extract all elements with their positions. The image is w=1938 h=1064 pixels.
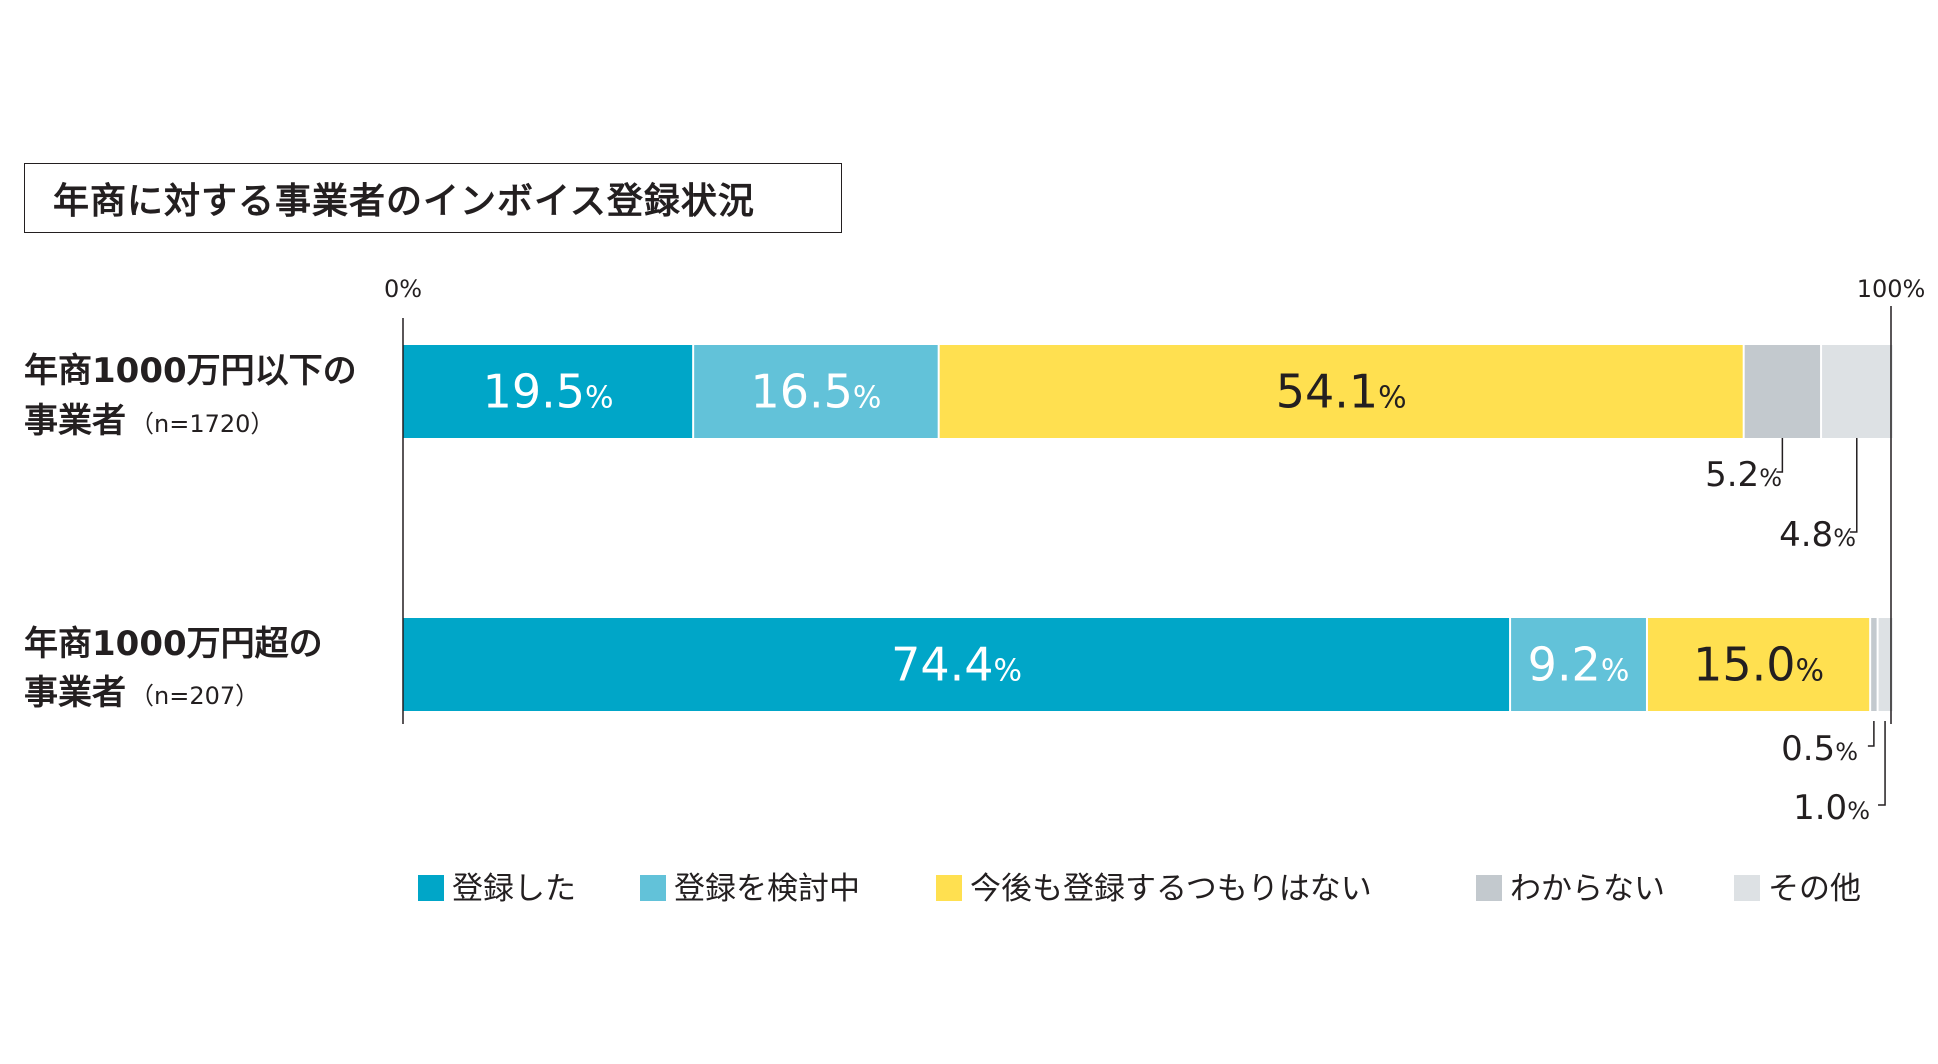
data-label-0-4: 4.8% xyxy=(1779,515,1856,555)
leader-line-1-4 xyxy=(1878,721,1886,806)
data-label-1-3: 0.5% xyxy=(1781,729,1858,769)
bar-segment-0-1 xyxy=(693,345,939,438)
category-label-1-line1: 年商1000万円超の xyxy=(24,624,323,664)
legend-swatch-3 xyxy=(1476,875,1502,901)
bar-segment-0-4 xyxy=(1821,345,1893,438)
legend-swatch-4 xyxy=(1734,875,1760,901)
legend-swatch-1 xyxy=(640,875,666,901)
bar-segment-0-3 xyxy=(1743,345,1822,438)
data-label-0-0: 19.5% xyxy=(483,365,614,419)
leader-line-0-4 xyxy=(1849,438,1858,533)
legend-label-4: その他 xyxy=(1768,871,1861,907)
bar-segment-1-1 xyxy=(1510,618,1647,711)
data-label-1-1: 9.2% xyxy=(1528,638,1630,692)
data-label-0-1: 16.5% xyxy=(750,365,881,419)
legend-label-0: 登録した xyxy=(452,871,576,907)
data-label-1-0: 74.4% xyxy=(891,638,1022,692)
category-label-1-line2: 事業者 （n=207） xyxy=(24,673,259,713)
legend-label-2: 今後も登録するつもりはない xyxy=(970,871,1372,907)
data-label-1-4: 1.0% xyxy=(1793,788,1870,828)
bar-segment-1-4 xyxy=(1877,618,1893,711)
category-label-0-line1: 年商1000万円以下の xyxy=(24,351,357,391)
bar-segment-1-2 xyxy=(1646,618,1871,711)
bar-segment-0-2 xyxy=(938,345,1744,438)
chart-title: 年商に対する事業者のインボイス登録状況 xyxy=(24,163,842,233)
axis-label-min: 0% xyxy=(384,275,422,303)
axis-label-max: 100% xyxy=(1857,275,1926,303)
data-label-0-2: 54.1% xyxy=(1276,365,1407,419)
leader-line-0-3 xyxy=(1776,438,1784,473)
legend-swatch-0 xyxy=(418,875,444,901)
data-label-1-2: 15.0% xyxy=(1693,638,1824,692)
bar-segment-1-0 xyxy=(403,618,1511,711)
legend-swatch-2 xyxy=(936,875,962,901)
category-label-0-line2: 事業者 （n=1720） xyxy=(24,401,274,441)
legend-label-1: 登録を検討中 xyxy=(674,871,860,907)
bar-segment-1-3 xyxy=(1870,618,1878,711)
data-label-0-3: 5.2% xyxy=(1705,455,1782,495)
bar-segment-0-0 xyxy=(403,345,694,438)
leader-line-1-3 xyxy=(1867,721,1875,747)
legend-label-3: わからない xyxy=(1510,871,1665,907)
